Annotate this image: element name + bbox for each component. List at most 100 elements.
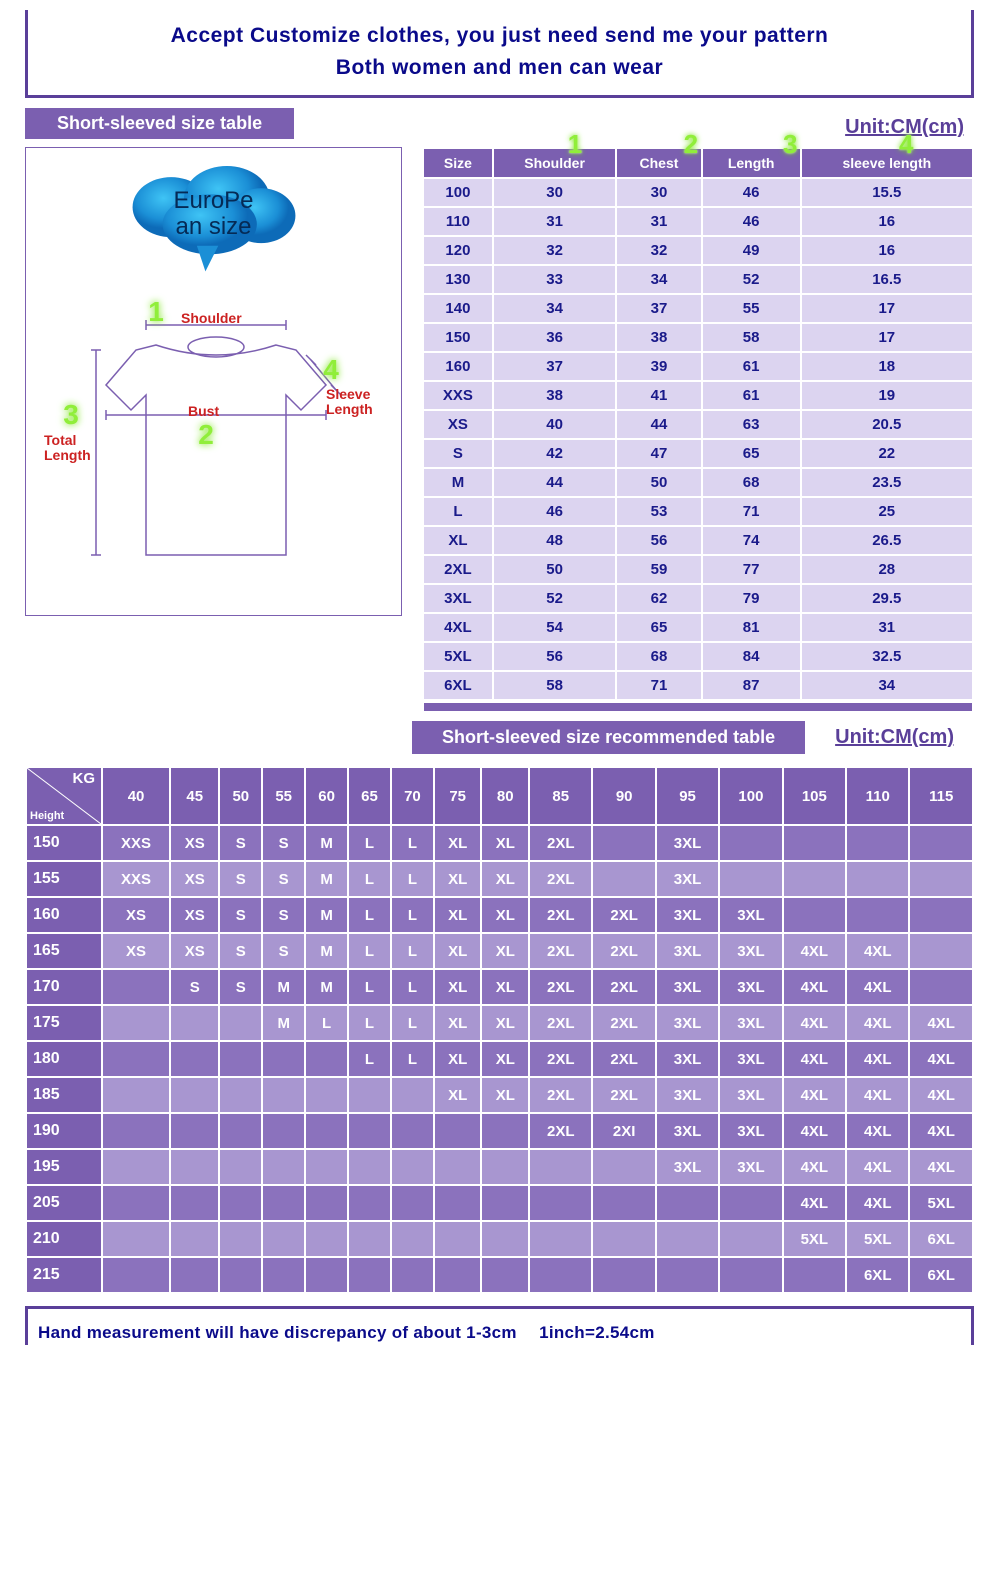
size-table-title: Short-sleeved size table xyxy=(25,108,294,139)
diagram-label-sleeve: SleeveLength xyxy=(326,387,373,418)
rec-td: L xyxy=(348,861,391,897)
rec-td: S xyxy=(262,897,305,933)
rec-td: 5XL xyxy=(909,1185,973,1221)
size-td: 77 xyxy=(702,555,801,584)
size-td: 47 xyxy=(616,439,701,468)
tshirt-diagram: 1 Shoulder 2 Bust 3 TotalLength 4 Sleeve… xyxy=(36,305,391,595)
rec-td: 3XL xyxy=(656,969,719,1005)
rec-td xyxy=(719,1221,782,1257)
rec-td: XL xyxy=(481,897,529,933)
rec-td: 4XL xyxy=(909,1041,973,1077)
rec-td: 2XL xyxy=(592,969,655,1005)
size-td: 31 xyxy=(616,207,701,236)
rec-td: XL xyxy=(481,969,529,1005)
rec-td xyxy=(348,1257,391,1293)
rec-td xyxy=(783,861,846,897)
rec-td: 3XL xyxy=(719,1149,782,1185)
size-td: 42 xyxy=(493,439,616,468)
size-col-badge-1: 1 xyxy=(560,129,590,159)
size-td: 50 xyxy=(493,555,616,584)
size-th: Size xyxy=(423,148,493,178)
size-td: 65 xyxy=(702,439,801,468)
size-td: 160 xyxy=(423,352,493,381)
rec-td: 2XL xyxy=(529,969,592,1005)
size-td: 52 xyxy=(702,265,801,294)
rec-td xyxy=(262,1257,305,1293)
rec-td xyxy=(262,1185,305,1221)
rec-td: 4XL xyxy=(909,1077,973,1113)
rec-td xyxy=(348,1077,391,1113)
size-td: 31 xyxy=(801,613,973,642)
rec-td: XS xyxy=(170,825,219,861)
rec-td xyxy=(719,1257,782,1293)
diagram-badge-3: 3 xyxy=(56,400,86,430)
rec-td: S xyxy=(219,897,262,933)
rec-td: 4XL xyxy=(846,1005,909,1041)
rec-td xyxy=(529,1149,592,1185)
rec-td: M xyxy=(262,1005,305,1041)
rec-th-weight: 80 xyxy=(481,767,529,825)
rec-td: 4XL xyxy=(783,1005,846,1041)
size-td: 37 xyxy=(493,352,616,381)
size-td: 34 xyxy=(616,265,701,294)
rec-td: S xyxy=(219,861,262,897)
rec-td: L xyxy=(391,1005,434,1041)
rec-td: XL xyxy=(481,861,529,897)
rec-td xyxy=(481,1257,529,1293)
size-table-bottom-strip xyxy=(422,701,974,713)
rec-td: 2XI xyxy=(592,1113,655,1149)
size-td: 22 xyxy=(801,439,973,468)
rec-height-cell: 215 xyxy=(26,1257,102,1293)
rec-height-cell: 185 xyxy=(26,1077,102,1113)
rec-td xyxy=(719,1185,782,1221)
rec-td: XL xyxy=(434,825,482,861)
size-table-wrap: 1234 SizeShoulderChestLengthsleeve lengt… xyxy=(422,147,974,713)
rec-th-weight: 50 xyxy=(219,767,262,825)
rec-td xyxy=(305,1041,348,1077)
size-td: 74 xyxy=(702,526,801,555)
size-td: 54 xyxy=(493,613,616,642)
rec-table-unit: Unit:CM(cm) xyxy=(835,726,954,749)
rec-td xyxy=(529,1257,592,1293)
rec-td: S xyxy=(262,825,305,861)
size-td: 32.5 xyxy=(801,642,973,671)
rec-td: 2XL xyxy=(529,897,592,933)
diagram-badge-4: 4 xyxy=(316,355,346,385)
rec-td: 2XL xyxy=(592,933,655,969)
size-td: M xyxy=(423,468,493,497)
rec-td: L xyxy=(391,861,434,897)
rec-td: M xyxy=(305,897,348,933)
size-td: 61 xyxy=(702,352,801,381)
size-td: XL xyxy=(423,526,493,555)
size-td: 4XL xyxy=(423,613,493,642)
rec-td xyxy=(305,1077,348,1113)
size-td: 56 xyxy=(616,526,701,555)
rec-td xyxy=(102,1257,170,1293)
size-th: sleeve length xyxy=(801,148,973,178)
rec-td xyxy=(305,1113,348,1149)
rec-th-weight: 75 xyxy=(434,767,482,825)
size-td: 81 xyxy=(702,613,801,642)
rec-td: 4XL xyxy=(783,1113,846,1149)
size-td: 18 xyxy=(801,352,973,381)
rec-corner-cell: KGHeight xyxy=(26,767,102,825)
europe-cloud: EuroPean size xyxy=(109,160,319,280)
rec-td xyxy=(305,1149,348,1185)
size-td: 26.5 xyxy=(801,526,973,555)
rec-th-weight: 60 xyxy=(305,767,348,825)
rec-td: 4XL xyxy=(846,1185,909,1221)
rec-td: 4XL xyxy=(783,1149,846,1185)
size-td: 33 xyxy=(493,265,616,294)
rec-td xyxy=(219,1113,262,1149)
rec-td: XL xyxy=(481,933,529,969)
size-td: 28 xyxy=(801,555,973,584)
size-td: 68 xyxy=(702,468,801,497)
rec-td: L xyxy=(348,969,391,1005)
rec-height-cell: 190 xyxy=(26,1113,102,1149)
rec-th-weight: 105 xyxy=(783,767,846,825)
rec-td: S xyxy=(262,933,305,969)
rec-td xyxy=(783,1257,846,1293)
rec-td xyxy=(391,1149,434,1185)
size-td: 16 xyxy=(801,236,973,265)
size-td: 31 xyxy=(493,207,616,236)
